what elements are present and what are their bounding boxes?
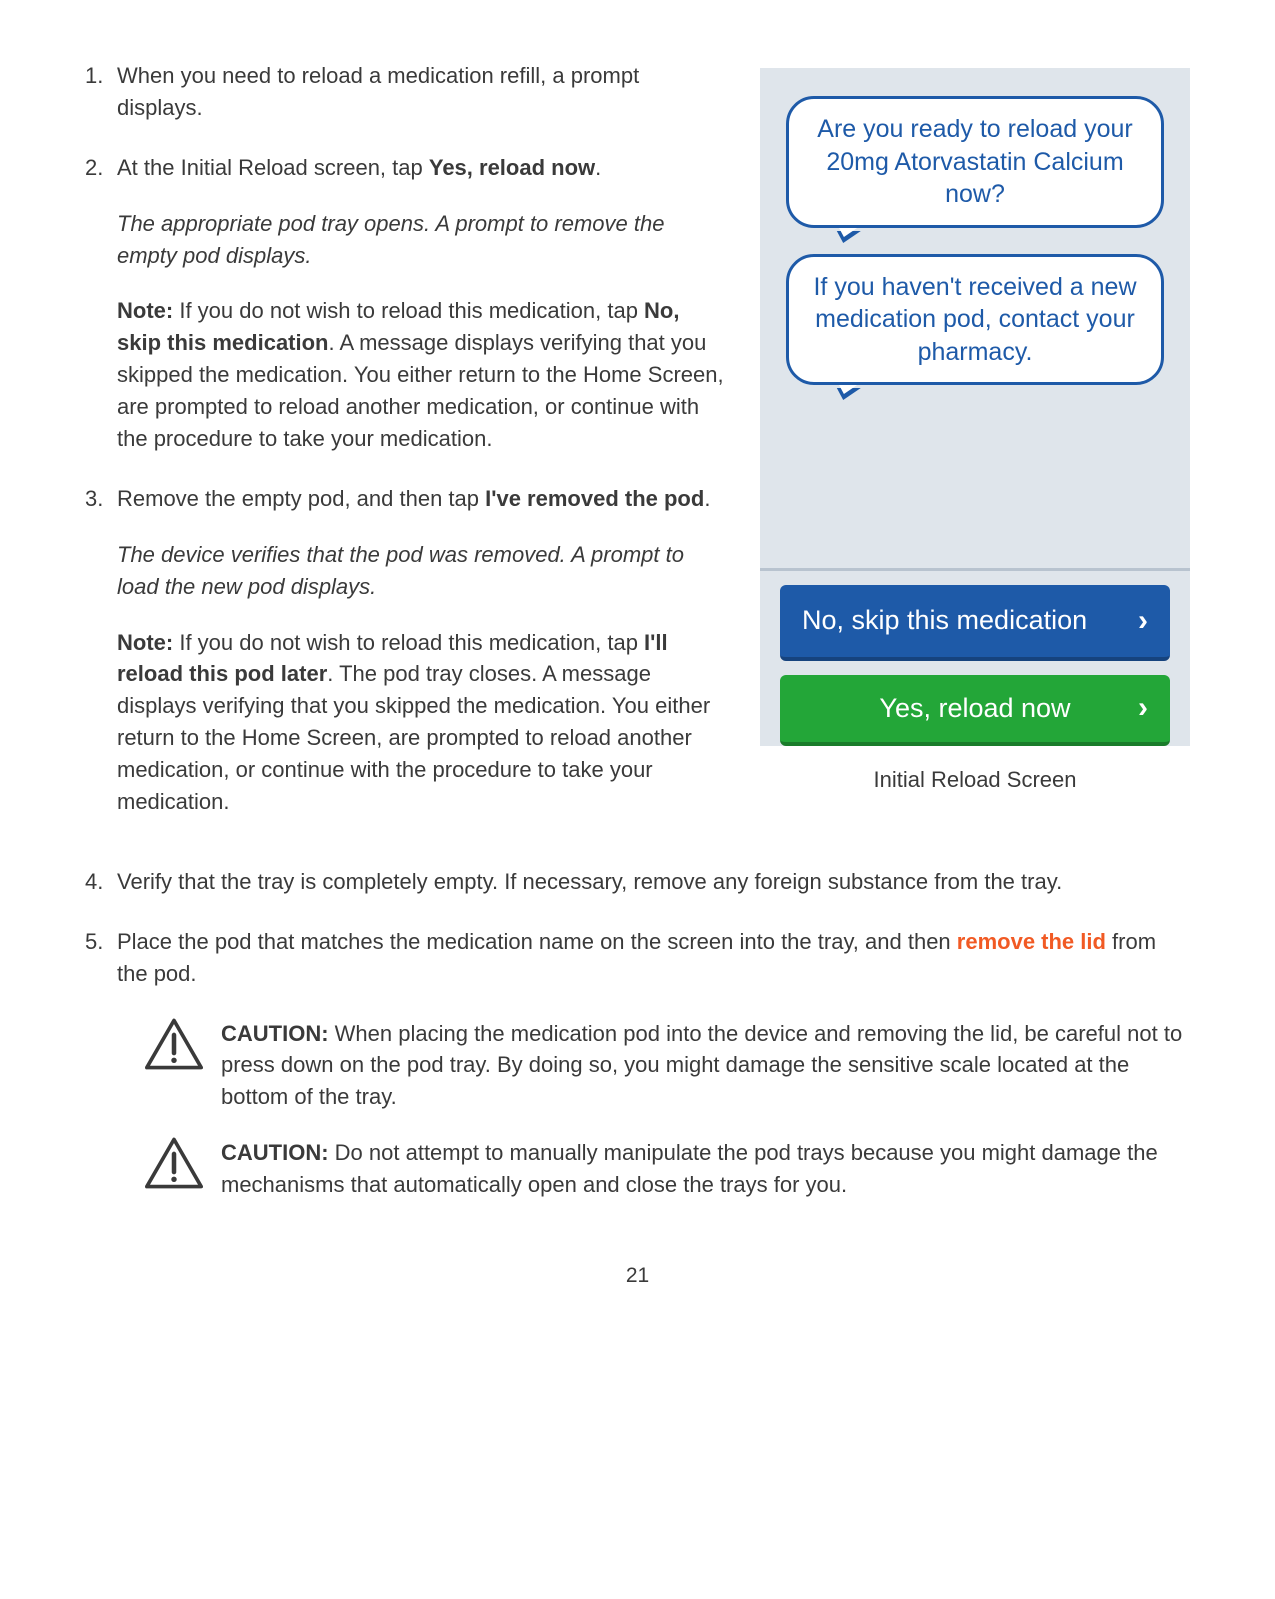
caution-1: CAUTION: When placing the medication pod… bbox=[145, 1018, 1190, 1114]
step-3-text-b: . bbox=[704, 486, 710, 511]
step-1-text: When you need to reload a medication ref… bbox=[117, 63, 639, 120]
step-1: When you need to reload a medication ref… bbox=[85, 60, 725, 124]
caution-1-text: When placing the medication pod into the… bbox=[221, 1021, 1182, 1110]
step-2-note: Note: If you do not wish to reload this … bbox=[117, 295, 725, 454]
note-label: Note: bbox=[117, 630, 173, 655]
device-mockup: Are you ready to reload your 20mg Atorva… bbox=[760, 68, 1190, 746]
skip-medication-button[interactable]: No, skip this medication › bbox=[780, 585, 1170, 661]
note-label: Note: bbox=[117, 298, 173, 323]
step-3-text-a: Remove the empty pod, and then tap bbox=[117, 486, 485, 511]
caution-2: CAUTION: Do not attempt to manually mani… bbox=[145, 1137, 1190, 1201]
caution-2-text: Do not attempt to manually manipulate th… bbox=[221, 1140, 1158, 1197]
screenshot-caption: Initial Reload Screen bbox=[760, 764, 1190, 796]
step-4: Verify that the tray is completely empty… bbox=[85, 866, 1190, 898]
warning-icon bbox=[145, 1018, 203, 1114]
step-5: Place the pod that matches the medicatio… bbox=[85, 926, 1190, 990]
step-3-note: Note: If you do not wish to reload this … bbox=[117, 627, 725, 818]
step-3-italic: The device verifies that the pod was rem… bbox=[117, 539, 725, 603]
chevron-right-icon: › bbox=[1138, 599, 1148, 643]
prompt-bubble-2: If you haven't received a new medication… bbox=[786, 254, 1164, 386]
chevron-right-icon: › bbox=[1138, 686, 1148, 730]
caution-label: CAUTION: bbox=[221, 1140, 329, 1165]
skip-button-label: No, skip this medication bbox=[802, 601, 1087, 640]
step-2: At the Initial Reload screen, tap Yes, r… bbox=[85, 152, 725, 455]
step-2-text-b: . bbox=[595, 155, 601, 180]
reload-button-label: Yes, reload now bbox=[879, 689, 1070, 728]
step-4-text: Verify that the tray is completely empty… bbox=[117, 869, 1062, 894]
caution-label: CAUTION: bbox=[221, 1021, 329, 1046]
step-3: Remove the empty pod, and then tap I've … bbox=[85, 483, 725, 818]
step-5-text-a: Place the pod that matches the medicatio… bbox=[117, 929, 957, 954]
step-3-bold: I've removed the pod bbox=[485, 486, 704, 511]
step-3-note-a: If you do not wish to reload this medica… bbox=[173, 630, 644, 655]
step-2-text-a: At the Initial Reload screen, tap bbox=[117, 155, 429, 180]
page-number: 21 bbox=[85, 1261, 1190, 1291]
step-2-italic: The appropriate pod tray opens. A prompt… bbox=[117, 208, 725, 272]
warning-icon bbox=[145, 1137, 203, 1201]
step-5-orange: remove the lid bbox=[957, 929, 1106, 954]
step-2-bold: Yes, reload now bbox=[429, 155, 595, 180]
reload-now-button[interactable]: Yes, reload now › bbox=[780, 675, 1170, 746]
separator bbox=[760, 568, 1190, 571]
prompt-bubble-1: Are you ready to reload your 20mg Atorva… bbox=[786, 96, 1164, 228]
step-2-note-a: If you do not wish to reload this medica… bbox=[173, 298, 644, 323]
